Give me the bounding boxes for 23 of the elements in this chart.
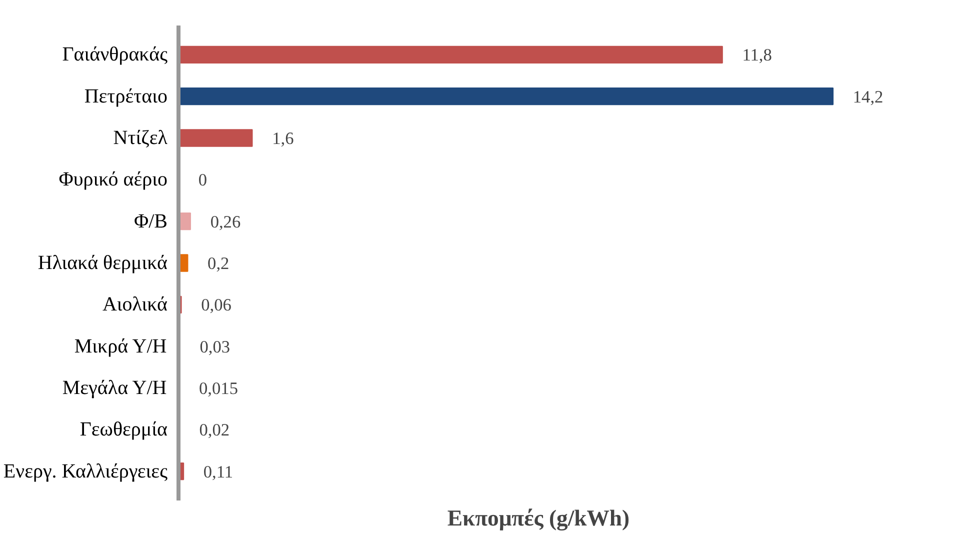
y-tick-label: Πετρέταιο [84, 85, 168, 108]
y-tick-label: Ντίζελ [113, 127, 168, 149]
y-tick-label: Γαιάνθρακάς [62, 44, 168, 66]
x-axis-title: Εκπομπές (g/kWh) [447, 506, 630, 530]
data-label: 14,2 [852, 87, 884, 106]
data-label: 0 [198, 170, 207, 190]
y-tick-label: Αιολικά [102, 294, 168, 316]
data-label: 0,2 [208, 254, 230, 273]
data-label: 11,8 [742, 46, 772, 65]
data-label: 0,02 [199, 420, 230, 440]
data-label: 0,015 [199, 379, 238, 398]
y-tick-label: Ηλιακά θερμικά [38, 252, 168, 274]
data-label: 0,03 [200, 337, 230, 356]
y-tick-label: Γεωθερμία [80, 418, 168, 441]
y-tick-label: Μικρά Υ/Η [74, 335, 167, 358]
y-tick-label: Ενεργ. Καλλιέργειες [3, 460, 168, 482]
data-label: 1,6 [272, 129, 294, 148]
data-label: 0,26 [210, 212, 241, 232]
y-tick-label: Μεγάλα Υ/Η [62, 377, 167, 399]
y-tick-label: Φυρικό αέριο [58, 168, 168, 191]
data-label: 0,11 [203, 462, 234, 482]
data-label: 0,06 [201, 296, 232, 315]
y-tick-label: Φ/Β [134, 210, 168, 232]
